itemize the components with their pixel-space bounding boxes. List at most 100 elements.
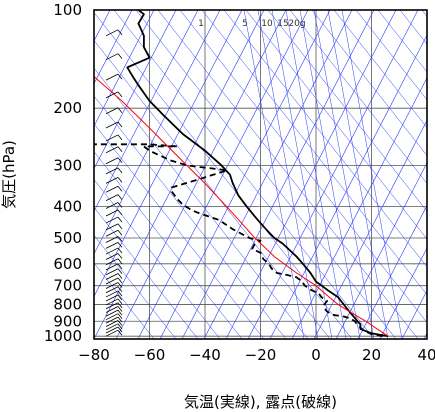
wind-barb bbox=[105, 273, 119, 280]
mixing-ratio-line bbox=[299, 10, 361, 339]
wind-barb bbox=[105, 236, 119, 243]
wind-barb bbox=[105, 277, 119, 285]
mixing-ratio-label: 1 bbox=[198, 19, 204, 29]
mixing-ratio-line bbox=[271, 10, 333, 339]
grid bbox=[93, 9, 428, 339]
wind-barb-flag bbox=[117, 247, 123, 254]
wind-barb bbox=[105, 202, 119, 209]
y-tick-label: 200 bbox=[53, 99, 82, 117]
y-tick-label: 100 bbox=[53, 1, 82, 19]
wind-barb-flag bbox=[117, 53, 123, 59]
isotherm-line bbox=[401, 289, 427, 339]
wind-barb-flag bbox=[117, 323, 123, 330]
wind-barb-flag bbox=[117, 302, 123, 309]
wind-barb-flag bbox=[117, 273, 123, 279]
adiabat-line bbox=[201, 10, 427, 296]
wind-barb bbox=[105, 268, 119, 276]
y-tick-label: 1000 bbox=[44, 327, 82, 345]
adiabat-line bbox=[223, 10, 427, 268]
wind-barb bbox=[105, 326, 119, 334]
adiabat-line bbox=[179, 10, 427, 323]
adiabat-line bbox=[94, 67, 309, 339]
y-axis-label: 気圧(hPa) bbox=[0, 140, 18, 209]
adiabat-line bbox=[94, 95, 287, 339]
wind-barb-flag bbox=[117, 146, 123, 153]
isotherm-line bbox=[94, 10, 155, 127]
isotherm-line bbox=[94, 10, 199, 212]
wind-barb-flag bbox=[117, 134, 123, 141]
adiabat-line bbox=[94, 12, 353, 339]
wind-barb bbox=[105, 323, 119, 331]
mixing-ratio-label: 15 bbox=[277, 19, 288, 29]
wind-barb-flag bbox=[117, 329, 123, 336]
wind-barb bbox=[105, 157, 119, 165]
wind-barb-flag bbox=[117, 242, 123, 248]
isotherm-line bbox=[225, 10, 397, 339]
wind-barb-flag bbox=[117, 294, 123, 301]
wind-barb-flag bbox=[117, 309, 123, 316]
wind-barb-flag bbox=[117, 157, 123, 163]
wind-barb-flag bbox=[117, 313, 123, 319]
wind-barb-flag bbox=[117, 298, 123, 305]
wind-barb bbox=[105, 91, 119, 99]
wind-barb bbox=[105, 73, 119, 81]
wind-barb bbox=[105, 282, 119, 289]
wind-barb bbox=[105, 121, 119, 129]
mixing-ratio-line bbox=[285, 10, 347, 339]
wind-barb-flag bbox=[117, 202, 123, 208]
isotherm-line bbox=[269, 34, 427, 339]
wind-barb-flag bbox=[117, 277, 123, 284]
wind-barb-flag bbox=[117, 290, 123, 297]
wind-barb bbox=[105, 223, 119, 231]
wind-barb bbox=[105, 298, 119, 306]
isotherm-line bbox=[379, 247, 427, 339]
adiabat-line bbox=[94, 39, 331, 339]
wind-barb bbox=[105, 146, 119, 154]
wind-barb-flag bbox=[117, 223, 123, 230]
wind-barb bbox=[105, 316, 119, 324]
isotherm-line bbox=[94, 10, 243, 298]
y-tick-label: 300 bbox=[53, 157, 82, 175]
wind-barb bbox=[105, 258, 119, 266]
wind-barb-flag bbox=[117, 73, 123, 80]
wind-barb-flag bbox=[117, 194, 123, 200]
parcel-line bbox=[94, 76, 389, 337]
wind-barb-flag bbox=[117, 326, 123, 333]
wind-barb-flag bbox=[117, 167, 123, 174]
wind-barb bbox=[105, 306, 119, 313]
plot-frame bbox=[93, 9, 428, 340]
x-tick-label: −60 bbox=[134, 346, 166, 364]
isotherm-line bbox=[357, 204, 427, 339]
adiabat-line bbox=[377, 10, 427, 73]
adiabat-line bbox=[267, 10, 427, 212]
x-tick-label: −20 bbox=[245, 346, 277, 364]
wind-barb bbox=[105, 290, 119, 298]
mixing-ratio-line bbox=[243, 10, 305, 339]
wind-barb-flag bbox=[117, 286, 123, 293]
mixing-ratio-label: 20g bbox=[288, 19, 305, 29]
wind-barb bbox=[105, 309, 119, 317]
adiabat-line bbox=[355, 10, 427, 101]
x-tick-label: 0 bbox=[311, 346, 321, 364]
isotherm-line bbox=[159, 10, 331, 339]
wind-barb bbox=[105, 313, 119, 321]
mixing-ratio-line bbox=[313, 10, 375, 339]
adiabat-line bbox=[94, 234, 177, 339]
wind-barb bbox=[105, 216, 119, 224]
adiabat-line bbox=[94, 151, 243, 339]
mixing-ratio-line bbox=[341, 10, 403, 339]
isotherm-line bbox=[181, 10, 353, 339]
x-tick-label: 20 bbox=[362, 346, 381, 364]
mixing-ratio-labels: 1 5 10 15 20g bbox=[198, 19, 305, 29]
isotherm-line bbox=[137, 10, 309, 339]
wind-barb-flag bbox=[117, 320, 123, 326]
wind-barb bbox=[105, 53, 119, 61]
wind-barb bbox=[105, 302, 119, 310]
y-tick-label: 400 bbox=[53, 197, 82, 215]
wind-barb bbox=[105, 194, 119, 201]
sounding-lines bbox=[94, 10, 389, 338]
y-tick-label: 700 bbox=[53, 277, 82, 295]
isotherm-line bbox=[291, 77, 427, 339]
